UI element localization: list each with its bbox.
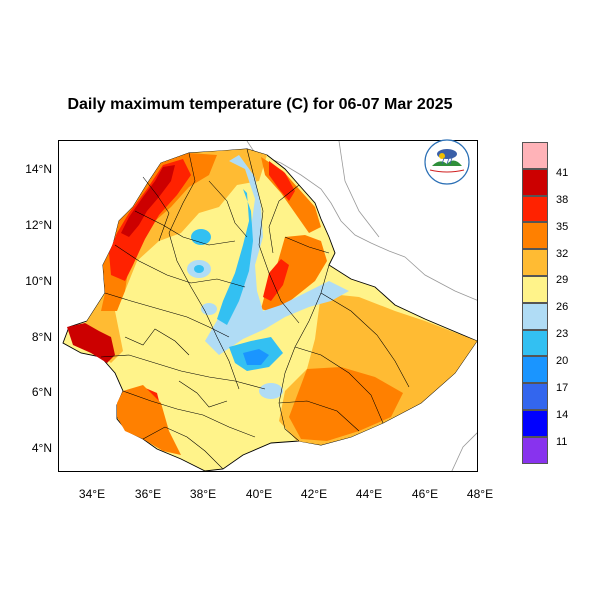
colorbar-label-20: 20 xyxy=(556,355,569,367)
colorbar-swatch xyxy=(522,436,548,464)
colorbar-swatch xyxy=(522,329,548,357)
colorbar-label-38: 38 xyxy=(556,194,569,206)
colorbar-label-11: 11 xyxy=(556,436,568,448)
zone-32-south xyxy=(117,385,181,455)
lon-tick-48e: 48°E xyxy=(466,487,494,501)
zone-20-gojjam xyxy=(194,265,204,273)
colorbar-swatch xyxy=(522,222,548,250)
colorbar-swatch xyxy=(522,409,548,437)
lon-tick-42e: 42°E xyxy=(300,487,328,501)
lon-tick-38e: 38°E xyxy=(189,487,217,501)
lon-tick-34e: 34°E xyxy=(78,487,106,501)
zone-35-afar xyxy=(263,259,289,301)
map-panel xyxy=(58,140,478,472)
colorbar-label-32: 32 xyxy=(556,248,569,260)
zone-29 xyxy=(73,149,267,363)
zone-32-southeast xyxy=(289,367,403,441)
zone-23-shewa xyxy=(201,303,217,315)
lon-tick-44e: 44°E xyxy=(355,487,383,501)
zone-17-rift xyxy=(243,349,269,365)
colorbar-label-26: 26 xyxy=(556,301,569,313)
lat-tick-12n: 12°N xyxy=(25,218,52,232)
colorbar-swatch xyxy=(522,249,548,276)
zone-38-southwest xyxy=(67,323,115,363)
colorbar-label-29: 29 xyxy=(556,274,569,286)
colorbar-label-41: 41 xyxy=(556,167,569,179)
lat-tick-6n: 6°N xyxy=(31,385,52,399)
colorbar-label-14: 14 xyxy=(556,409,569,421)
lat-tick-14n: 14°N xyxy=(25,162,52,176)
lat-tick-10n: 10°N xyxy=(25,274,52,288)
zone-23-bale xyxy=(259,383,283,399)
colorbar xyxy=(522,142,548,464)
lat-tick-8n: 8°N xyxy=(31,330,52,344)
lon-tick-36e: 36°E xyxy=(134,487,162,501)
colorbar-swatch xyxy=(522,383,548,410)
colorbar-swatch xyxy=(522,142,548,169)
colorbar-label-23: 23 xyxy=(556,328,569,340)
zone-38-west xyxy=(121,165,175,237)
admin-boundaries xyxy=(100,148,410,470)
colorbar-swatch xyxy=(522,168,548,196)
colorbar-swatch xyxy=(522,356,548,384)
zone-20-highlands xyxy=(217,181,253,325)
zone-35-northeast xyxy=(269,161,295,201)
lat-tick-4n: 4°N xyxy=(31,441,52,455)
colorbar-label-35: 35 xyxy=(556,221,569,233)
lon-tick-46e: 46°E xyxy=(411,487,439,501)
colorbar-swatch xyxy=(522,195,548,223)
zone-35-west xyxy=(109,159,191,281)
colorbar-label-17: 17 xyxy=(556,382,569,394)
map-title: Daily maximum temperature (C) for 06-07 … xyxy=(67,96,453,113)
lon-tick-40e: 40°E xyxy=(245,487,273,501)
zone-23-highlands xyxy=(205,155,349,355)
colorbar-swatch xyxy=(522,275,548,303)
ethiopian-meteorology-logo xyxy=(418,138,476,186)
colorbar-swatch xyxy=(522,302,548,330)
temperature-map xyxy=(62,141,477,471)
